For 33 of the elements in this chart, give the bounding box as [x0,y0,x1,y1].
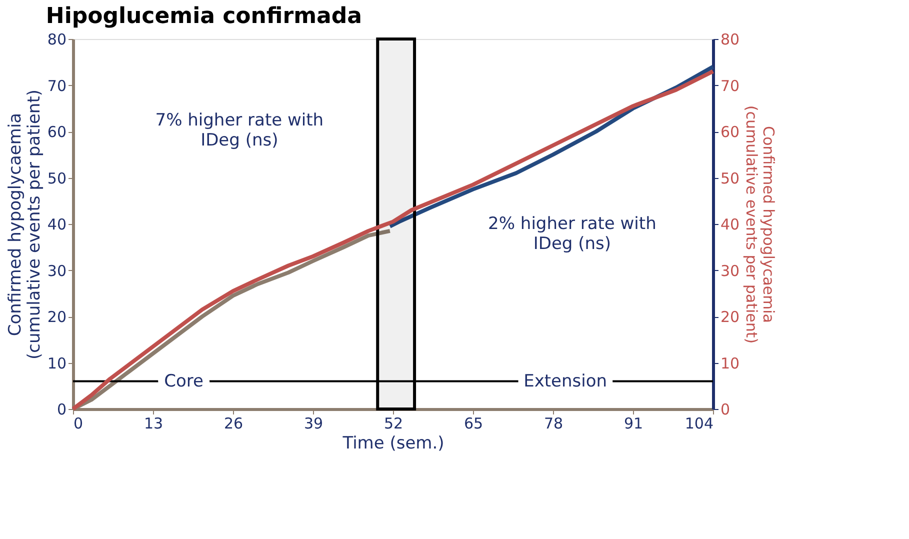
y2-tick-label: 80 [720,30,740,48]
y2-tick-label: 40 [720,216,740,234]
y-tick-label: 80 [47,30,66,48]
y-tick-label: 70 [47,76,66,95]
x-tick-label: 65 [464,414,484,432]
y2-tick-label: 60 [720,123,740,141]
y-tick-label: 40 [47,216,66,234]
x-tick-label: 39 [304,414,324,432]
chart-title: Hipoglucemia confirmada [46,4,362,29]
annotation: 7% higher rate with IDeg (ns) [155,110,324,150]
x-tick-label: 91 [624,414,644,432]
x-tick-label: 104 [684,414,714,432]
y-tick-label: 50 [47,169,66,188]
x-tick-label: 0 [74,414,84,432]
y-axis-title: Confirmed hypoglycaemia (cumulative events per patient) [5,90,44,360]
y2-tick-label: 70 [720,76,740,95]
y2-tick-label: 30 [720,262,740,280]
y-tick-label: 10 [47,354,66,372]
x-tick-label: 52 [384,414,404,432]
annotation: 2% higher rate with IDeg (ns) [488,214,656,254]
y2-tick-label: 10 [720,354,740,372]
y-tick-label: 60 [47,123,66,141]
y-tick-label: 20 [47,308,66,326]
y2-tick-label: 50 [720,169,740,188]
y2-axis-title: Confirmed hypoglycaemia (cumulative events per patient) [742,105,778,344]
x-axis-title: Time (sem.) [342,434,444,454]
x-tick-label: 78 [544,414,564,432]
y-tick-label: 30 [47,262,66,280]
y2-tick-label: 20 [720,308,740,326]
x-tick-label: 13 [144,414,164,432]
x-tick-label: 26 [224,414,244,432]
y-tick-label: 0 [56,400,66,418]
y2-tick-label: 0 [720,400,730,418]
